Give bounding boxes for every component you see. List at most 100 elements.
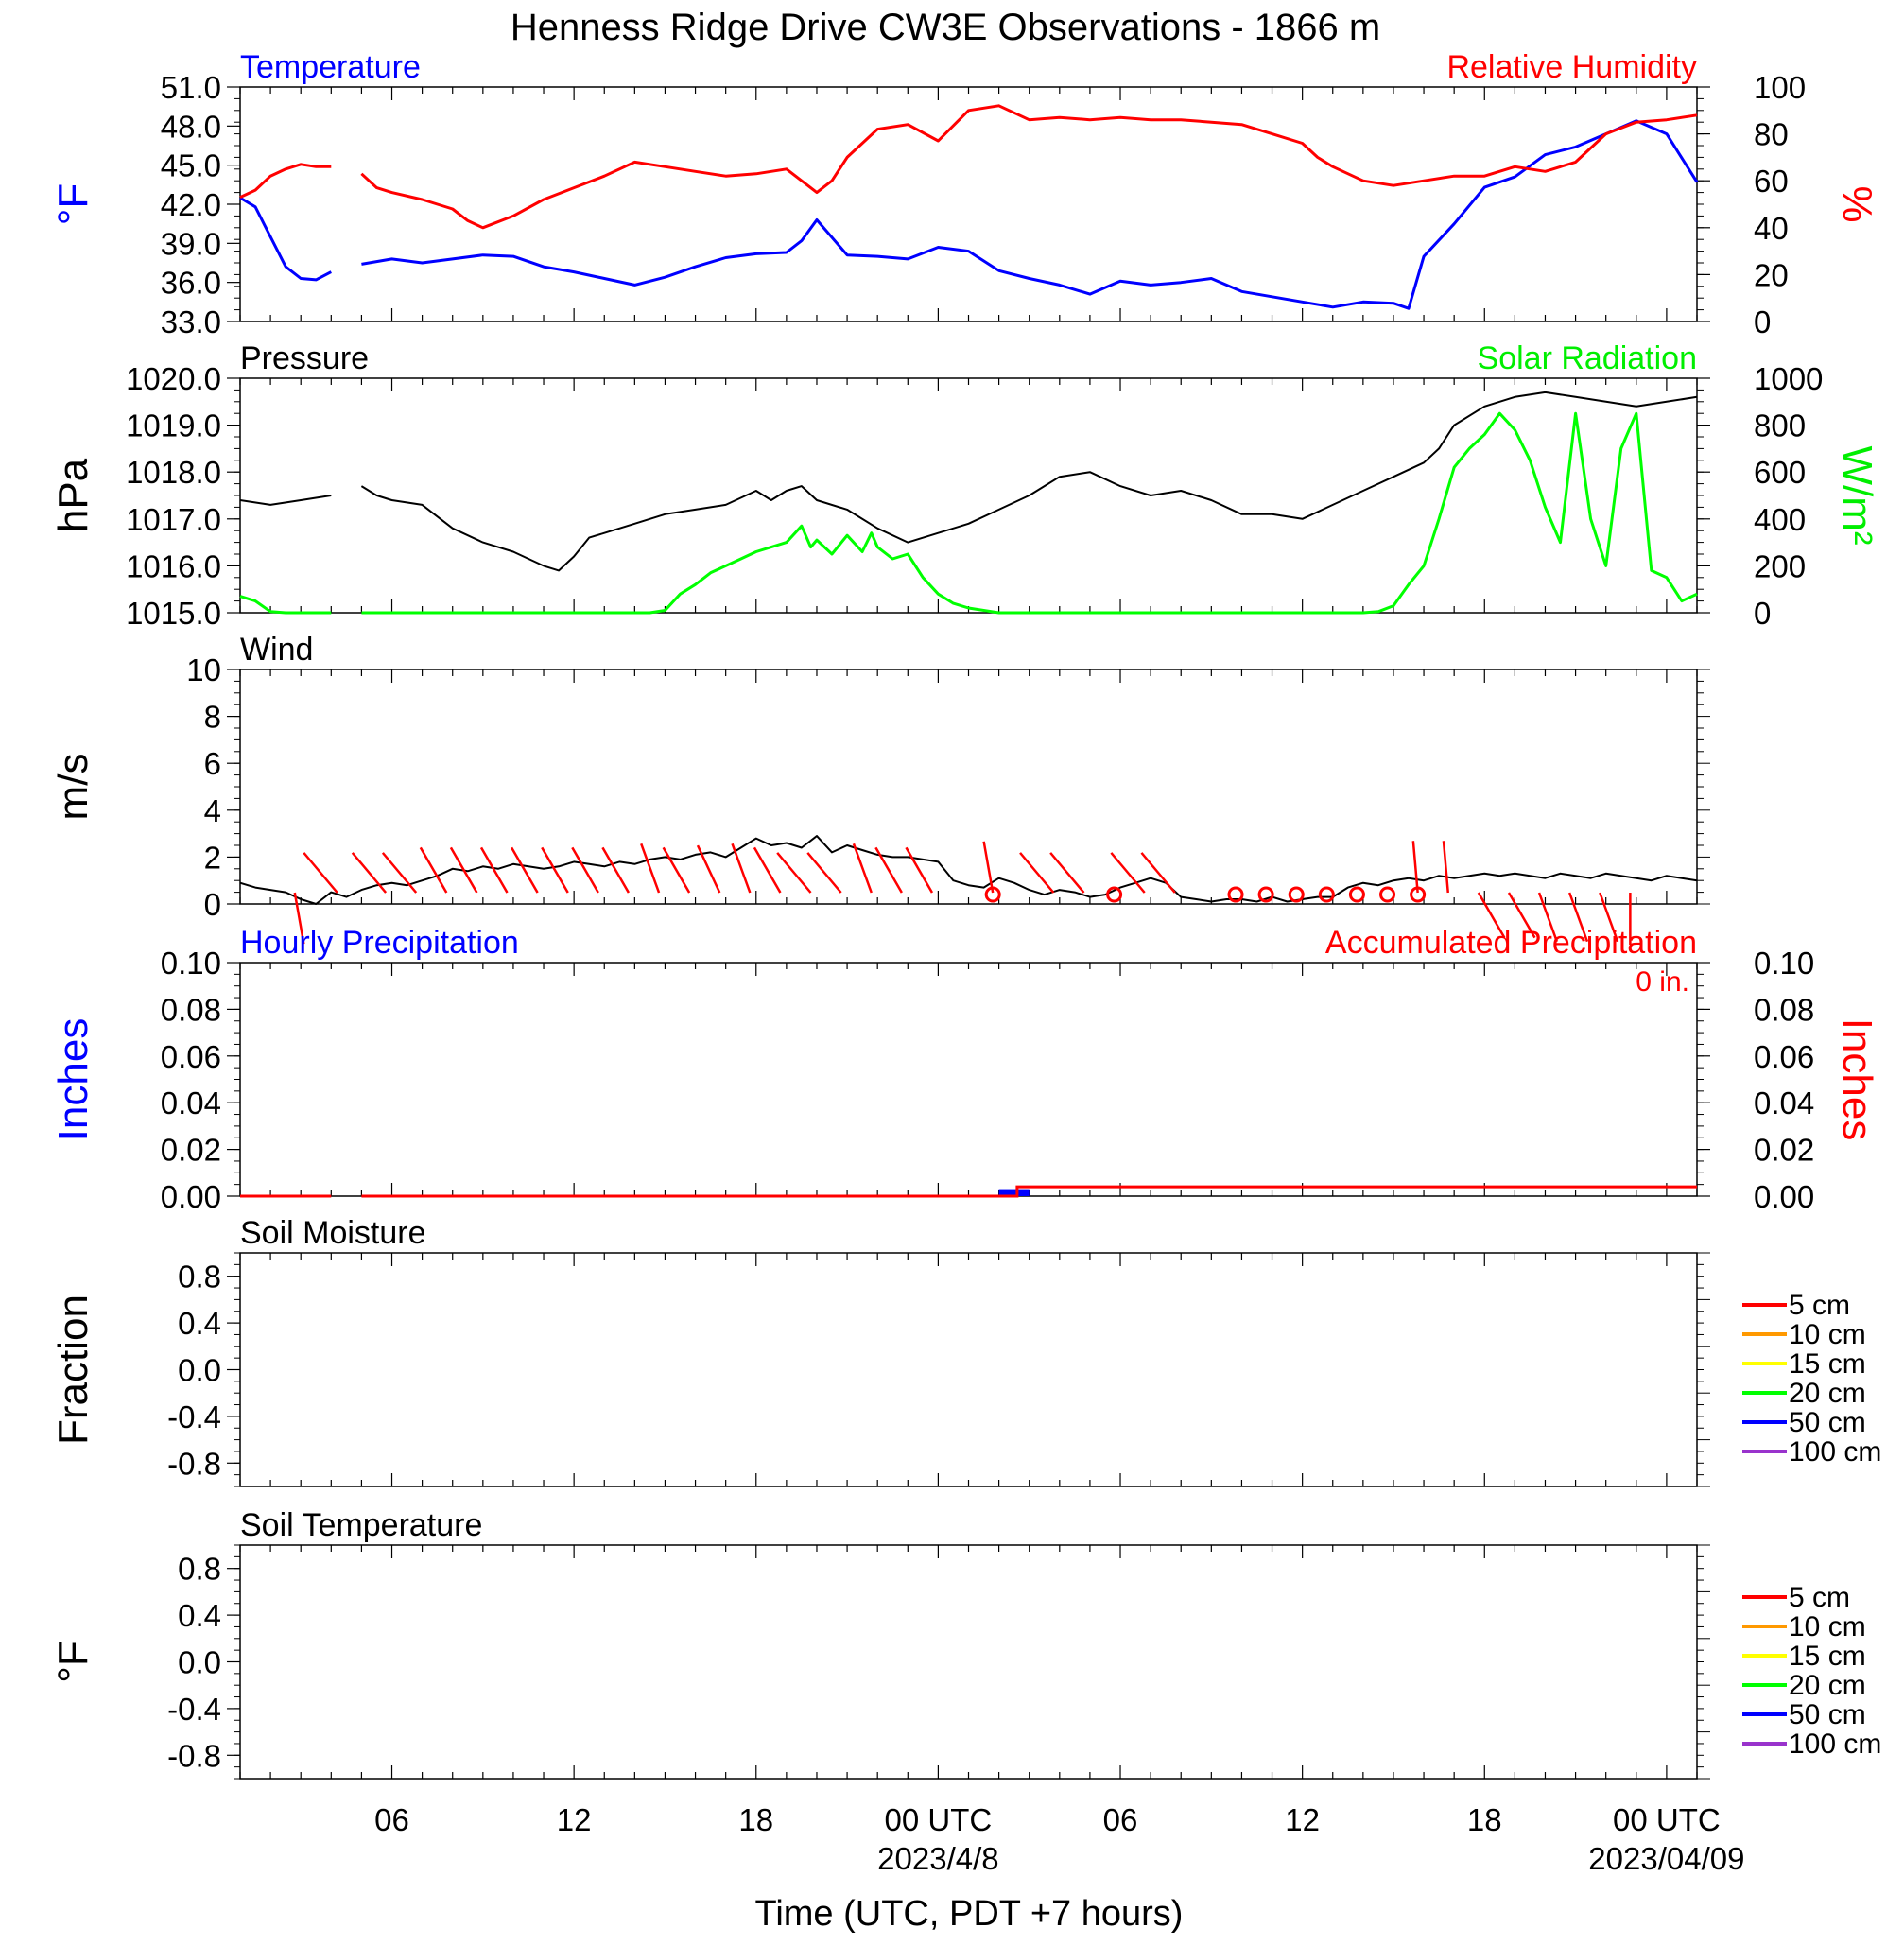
accumulated-precip-line: [240, 1185, 1697, 1198]
y-tick-label-right: 0: [1754, 596, 1771, 631]
y-tick-label-right: 20: [1754, 257, 1789, 292]
y-axis-label-left: Fraction: [50, 1294, 96, 1445]
x-tick-label: 06: [374, 1802, 409, 1837]
y-axis-label-left: hPa: [50, 458, 96, 532]
wind-barb: [640, 843, 661, 894]
wind-barb: [753, 846, 782, 894]
hourly-precip-bar: [998, 1189, 1030, 1196]
panel-frame: [239, 1544, 1698, 1780]
legend-label: 20 cm: [1789, 1378, 1866, 1409]
wind-barb: [1537, 892, 1559, 943]
panel-title-left: Hourly Precipitation: [240, 925, 519, 961]
y-axis-label-right: %: [1834, 185, 1880, 222]
wind-barb: [806, 852, 842, 894]
y-tick-label-right: 0.00: [1754, 1179, 1814, 1214]
wind-barb: [571, 846, 599, 894]
y-tick-label-left: 0: [204, 887, 221, 922]
wind-barb: [1019, 852, 1055, 894]
panel-title-left: Soil Moisture: [240, 1215, 426, 1251]
y-tick-label-left: 0.00: [161, 1179, 221, 1214]
panel-title-left: Pressure: [240, 340, 369, 376]
legend-label: 20 cm: [1789, 1670, 1866, 1701]
calm-marker: [1227, 886, 1244, 903]
wind-barb: [1567, 892, 1589, 943]
y-tick-label-right: 1000: [1754, 361, 1823, 396]
y-axis-label-left: Inches: [50, 1018, 96, 1141]
y-tick-label-left: 1020.0: [126, 361, 221, 396]
x-tick-label: 00 UTC: [885, 1802, 993, 1837]
wind-barb: [1477, 892, 1506, 939]
y-tick-label-right: 800: [1754, 408, 1806, 443]
y-axis-label-right: W/m²: [1834, 445, 1880, 545]
y-tick-label-left: 39.0: [161, 226, 221, 261]
wind-barb: [905, 846, 934, 894]
calm-marker: [1379, 886, 1396, 903]
chart-title: Henness Ridge Drive CW3E Observations - …: [511, 7, 1380, 48]
calm-marker: [1348, 886, 1365, 903]
panel-title-left: Temperature: [240, 49, 421, 85]
series-line-wind-speed: [239, 835, 1698, 905]
y-tick-label-left: 33.0: [161, 304, 221, 339]
legend-label: 5 cm: [1789, 1290, 1850, 1321]
calm-marker: [1410, 886, 1427, 903]
y-tick-label-right: 60: [1754, 164, 1789, 199]
y-tick-label-left: 0.10: [161, 946, 221, 981]
wind-barb: [479, 846, 509, 894]
panel-title-left: Soil Temperature: [240, 1507, 482, 1543]
legend-label: 100 cm: [1789, 1436, 1881, 1468]
y-tick-label-right: 100: [1754, 70, 1806, 105]
y-tick-label-left: 0.4: [178, 1598, 221, 1633]
x-tick-label: 12: [1285, 1802, 1320, 1837]
panel-frame: [239, 377, 1698, 614]
x-tick-label: 00 UTC: [1613, 1802, 1721, 1837]
wind-barb: [1507, 892, 1536, 939]
panel-frame: [239, 962, 1698, 1197]
x-date-label: 2023/4/8: [877, 1841, 998, 1876]
wind-barb: [293, 892, 305, 945]
legend-label: 15 cm: [1789, 1348, 1866, 1380]
y-tick-label-left: -0.8: [167, 1446, 221, 1481]
panel-frame: [239, 86, 1698, 322]
y-tick-label-left: 6: [204, 746, 221, 781]
y-axis-label-left: °F: [50, 1641, 96, 1682]
y-tick-label-right: 0.04: [1754, 1086, 1814, 1121]
wind-barb: [1049, 852, 1085, 894]
y-tick-label-left: 1018.0: [126, 455, 221, 490]
wind-barb: [662, 846, 691, 894]
y-axis-label-left: m/s: [50, 754, 96, 821]
panel-title-right: Accumulated Precipitation: [1325, 925, 1697, 961]
wind-barb: [511, 846, 539, 894]
y-tick-label-right: 0.10: [1754, 946, 1814, 981]
panel-title-left: Wind: [240, 632, 313, 668]
y-tick-label-left: 0.0: [178, 1645, 221, 1680]
precip-total-label: 0 in.: [1636, 966, 1689, 998]
x-tick-label: 12: [557, 1802, 592, 1837]
y-tick-label-right: 0.08: [1754, 992, 1814, 1027]
panel-title-right: Solar Radiation: [1478, 340, 1697, 376]
y-tick-label-left: 0.02: [161, 1133, 221, 1168]
y-tick-label-right: 80: [1754, 117, 1789, 152]
y-tick-label-left: 42.0: [161, 187, 221, 222]
calm-marker: [1257, 886, 1274, 903]
series-line-solar-radiation: [239, 411, 1698, 615]
y-tick-label-left: 0.08: [161, 992, 221, 1027]
y-tick-label-left: 10: [186, 652, 221, 687]
calm-marker: [984, 886, 1001, 903]
legend-label: 5 cm: [1789, 1582, 1850, 1613]
y-tick-label-right: 0.06: [1754, 1039, 1814, 1074]
y-tick-label-left: 1016.0: [126, 548, 221, 583]
y-tick-label-right: 200: [1754, 548, 1806, 583]
calm-marker: [1318, 886, 1335, 903]
wind-barb: [874, 846, 903, 894]
wind-barb: [731, 843, 752, 894]
y-tick-label-left: 0.4: [178, 1306, 221, 1341]
wind-barb: [419, 846, 448, 894]
y-tick-label-left: 0.8: [178, 1260, 221, 1294]
wind-barb: [696, 844, 721, 894]
y-tick-label-left: 48.0: [161, 109, 221, 144]
y-tick-label-left: 1015.0: [126, 596, 221, 631]
y-tick-label-left: 0.0: [178, 1353, 221, 1388]
panel-frame: [239, 1252, 1698, 1487]
wind-barb: [1110, 852, 1146, 894]
